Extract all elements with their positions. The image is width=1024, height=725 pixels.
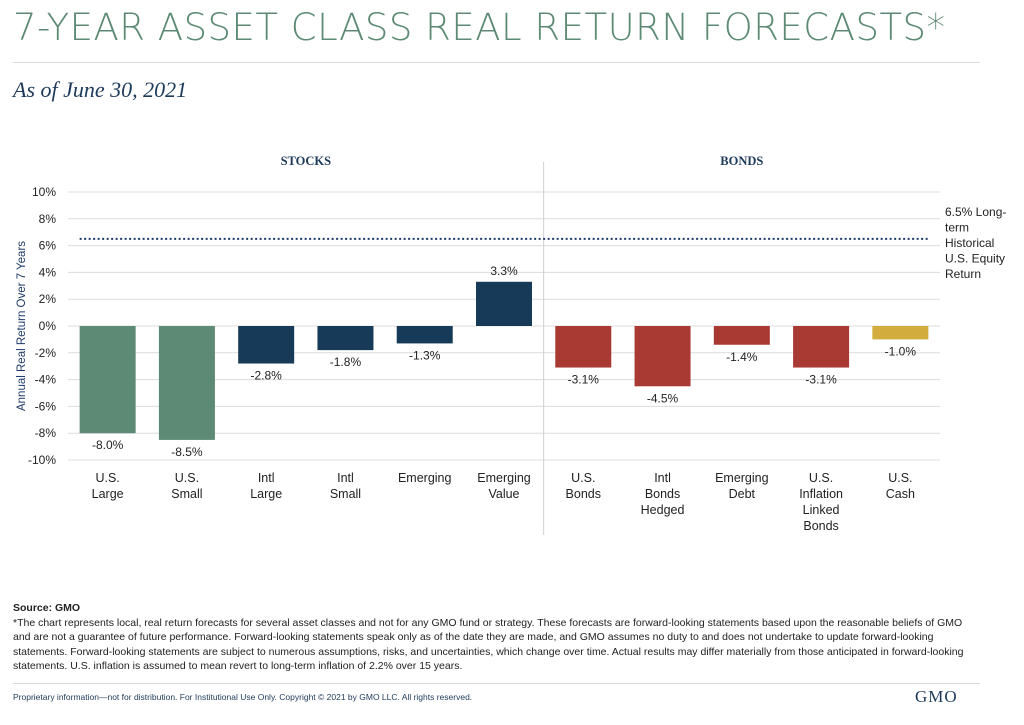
source-label: Source: GMO [13, 602, 81, 614]
reference-line-label-line: Historical [945, 236, 994, 250]
y-tick-label: -10% [28, 453, 56, 467]
category-label: U.S. Cash [886, 471, 915, 501]
category-label-line: Intl [258, 471, 275, 485]
reference-line-label-line: U.S. Equity [945, 252, 1005, 266]
category-label-line: Bonds [645, 487, 680, 501]
y-tick-label: 6% [39, 239, 57, 253]
bar [634, 326, 691, 387]
disclaimer-text: *The chart represents local, real return… [13, 616, 964, 673]
y-tick-label: 10% [32, 185, 56, 199]
group-label: STOCKS [281, 154, 332, 168]
bar [713, 326, 770, 345]
category-label-line: Debt [729, 487, 756, 501]
data-label: -4.5% [647, 391, 679, 405]
data-label: -8.0% [92, 438, 124, 452]
data-label: -1.0% [885, 344, 917, 358]
category-label-line: Value [488, 487, 519, 501]
bar [476, 281, 532, 326]
y-axis-label: Annual Real Return Over 7 Years [16, 241, 28, 411]
bar [158, 326, 215, 440]
category-label-line: U.S. [571, 471, 595, 485]
category-label-line: Cash [886, 487, 915, 501]
bar [396, 326, 453, 344]
bar [79, 326, 136, 434]
category-label: U.S. Large [92, 471, 124, 501]
reference-line-label-line: term [945, 221, 969, 235]
data-label: -1.8% [330, 355, 362, 369]
category-label: Emerging Value [477, 471, 531, 501]
group-label: BONDS [720, 154, 763, 168]
category-label-line: Small [171, 487, 202, 501]
category-label-line: Large [250, 487, 282, 501]
category-label-line: Emerging [398, 471, 452, 485]
page-title: 7-YEAR ASSET CLASS REAL RETURN FORECASTS… [13, 6, 946, 49]
bar [317, 326, 374, 351]
category-label-line: Intl [337, 471, 354, 485]
data-label: 3.3% [490, 264, 518, 278]
page-subtitle: As of June 30, 2021 [13, 77, 188, 102]
y-tick-label: -2% [35, 346, 57, 360]
data-label: -2.8% [251, 369, 283, 383]
reference-line-label: 6.5% Long-term Historical U.S. Equity Retur… [945, 205, 1006, 281]
category-label: Intl Bonds Hedged [641, 471, 685, 517]
footer-divider [13, 683, 980, 684]
category-label-line: Inflation [799, 487, 843, 501]
y-tick-label: -4% [35, 373, 57, 387]
data-label: -1.3% [409, 348, 441, 362]
category-label-line: Emerging [715, 471, 769, 485]
category-label: Emerging [398, 471, 452, 485]
y-tick-label: 2% [39, 292, 57, 306]
category-label-line: Bonds [566, 487, 601, 501]
category-label-line: Small [330, 487, 361, 501]
category-label-line: Linked [803, 503, 840, 517]
category-label-line: Emerging [477, 471, 531, 485]
return-forecast-chart: 10% 8% 6% 4% 2% 0% -2% -4% -6% -8% -10% Annual Real… [16, 154, 1006, 535]
data-label: -8.5% [171, 445, 203, 459]
category-label: U.S. Inflation Linked Bonds [799, 471, 843, 533]
reference-line-label-line: 6.5% Long- [945, 205, 1006, 219]
category-label-line: Intl [654, 471, 671, 485]
data-label: -1.4% [726, 350, 758, 364]
category-label: Emerging Debt [715, 471, 769, 501]
y-tick-label: 8% [39, 212, 57, 226]
bar [872, 326, 929, 340]
y-tick-label: -6% [35, 399, 57, 413]
y-tick-label: 4% [39, 265, 57, 279]
category-label-line: U.S. [95, 471, 119, 485]
data-label: -3.1% [805, 373, 837, 387]
y-tick-label: -8% [35, 426, 57, 440]
reference-line-label-line: Return [945, 267, 981, 281]
bar [793, 326, 850, 368]
bar [238, 326, 295, 364]
category-label: Intl Large [250, 471, 282, 501]
category-label-line: Bonds [803, 519, 838, 533]
category-label: U.S. Bonds [566, 471, 601, 501]
data-label: -3.1% [568, 373, 600, 387]
category-label-line: Hedged [641, 503, 685, 517]
y-tick-label: 0% [39, 319, 57, 333]
category-label-line: U.S. [175, 471, 199, 485]
gmo-logo: GMO [915, 687, 958, 706]
category-label: U.S. Small [171, 471, 202, 501]
bar [555, 326, 612, 368]
title-divider [13, 62, 980, 63]
category-label: Intl Small [330, 471, 361, 501]
category-label-line: Large [92, 487, 124, 501]
proprietary-notice: Proprietary information—not for distribu… [13, 692, 473, 702]
category-label-line: U.S. [809, 471, 833, 485]
source-note: Source: GMO *The chart represents local, … [13, 601, 973, 674]
category-label-line: U.S. [888, 471, 912, 485]
